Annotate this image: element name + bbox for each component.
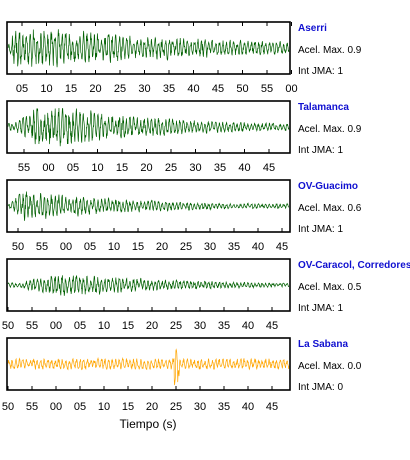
x-tick-label: 55 <box>26 320 38 332</box>
x-tick-label: 10 <box>108 241 120 253</box>
x-tick-label: 20 <box>146 401 158 413</box>
accel-label: Acel. Max. 0.0 <box>298 361 362 372</box>
x-tick-label: 20 <box>156 241 168 253</box>
x-tick-label: 55 <box>261 83 273 95</box>
x-tick-label: 30 <box>204 241 216 253</box>
x-tick-label: 00 <box>50 401 62 413</box>
x-tick-label: 00 <box>60 241 72 253</box>
x-tick-label: 20 <box>89 83 101 95</box>
x-tick-label: 30 <box>194 401 206 413</box>
jma-label: Int JMA: 0 <box>298 382 343 393</box>
x-tick-label: 45 <box>212 83 224 95</box>
waveform-line <box>7 108 290 147</box>
x-tick-label: 40 <box>242 320 254 332</box>
x-tick-label: 25 <box>170 320 182 332</box>
x-tick-label: 45 <box>263 162 275 174</box>
panel-2: 55 00 05 10 15 20 25 30 35 40 45 Talamanca Acel. Max… <box>6 100 362 174</box>
jma-label: Int JMA: 1 <box>298 303 343 314</box>
x-tick-label: 25 <box>180 241 192 253</box>
x-tick-label: 25 <box>170 401 182 413</box>
x-tick-label: 50 <box>12 241 24 253</box>
panel-1: 05 10 15 20 25 30 35 40 45 50 55 00 Aserri Acel. Max.… <box>6 21 362 95</box>
x-tick-label: 10 <box>91 162 103 174</box>
x-tick-label: 40 <box>252 241 264 253</box>
x-tick-label: 45 <box>266 320 278 332</box>
x-tick-label: 40 <box>187 83 199 95</box>
accel-label: Acel. Max. 0.9 <box>298 124 362 135</box>
x-tick-label: 15 <box>132 241 144 253</box>
panel-4: 50 55 00 05 10 15 20 25 30 35 40 45 OV-Caracol, Corr… <box>2 258 410 332</box>
x-tick-label: 15 <box>122 320 134 332</box>
x-tick-label: 25 <box>114 83 126 95</box>
x-tick-label: 10 <box>40 83 52 95</box>
x-tick-label: 15 <box>122 401 134 413</box>
jma-label: Int JMA: 1 <box>298 66 343 77</box>
x-tick-label: 40 <box>238 162 250 174</box>
station-name: Aserri <box>298 23 327 34</box>
x-tick-label: 00 <box>285 83 297 95</box>
x-tick-label: 50 <box>236 83 248 95</box>
x-tick-label: 55 <box>36 241 48 253</box>
x-tick-label: 15 <box>65 83 77 95</box>
x-tick-label: 35 <box>228 241 240 253</box>
panel-3: 50 55 00 05 10 15 20 25 30 35 40 45 OV-Guacimo Acel. … <box>6 179 362 253</box>
panel-frame <box>6 337 291 391</box>
x-tick-label: 35 <box>218 320 230 332</box>
x-tick-label: 15 <box>116 162 128 174</box>
x-tick-label: 50 <box>2 401 14 413</box>
accel-label: Acel. Max. 0.6 <box>298 203 362 214</box>
x-tick-label: 05 <box>16 83 28 95</box>
x-tick-label: 05 <box>74 320 86 332</box>
x-tick-label: 30 <box>138 83 150 95</box>
x-tick-label: 05 <box>84 241 96 253</box>
x-tick-label: 45 <box>276 241 288 253</box>
waveform-line <box>7 29 290 68</box>
waveform-line <box>7 348 290 386</box>
waveform-line <box>7 275 290 296</box>
x-tick-label: 25 <box>165 162 177 174</box>
x-tick-label: 05 <box>74 401 86 413</box>
x-tick-label: 30 <box>194 320 206 332</box>
panel-frame <box>6 258 291 312</box>
accel-label: Acel. Max. 0.5 <box>298 282 362 293</box>
x-tick-label: 20 <box>146 320 158 332</box>
x-tick-label: 35 <box>218 401 230 413</box>
panel-frame <box>6 100 291 154</box>
panel-5: 50 55 00 05 10 15 20 25 30 35 40 45 La Sabana Acel. M… <box>2 337 362 413</box>
x-tick-label: 35 <box>163 83 175 95</box>
panel-frame <box>6 21 291 75</box>
accel-label: Acel. Max. 0.9 <box>298 45 362 56</box>
x-tick-label: 05 <box>67 162 79 174</box>
x-tick-label: 30 <box>189 162 201 174</box>
x-tick-label: 45 <box>266 401 278 413</box>
station-name: OV-Guacimo <box>298 181 358 192</box>
x-tick-label: 10 <box>98 401 110 413</box>
x-tick-label: 00 <box>42 162 54 174</box>
station-name: La Sabana <box>298 339 348 350</box>
x-tick-label: 00 <box>50 320 62 332</box>
station-name: Talamanca <box>298 102 349 113</box>
station-name: OV-Caracol, Corredores <box>298 260 410 271</box>
x-tick-label: 10 <box>98 320 110 332</box>
x-tick-label: 20 <box>140 162 152 174</box>
x-tick-label: 50 <box>2 320 14 332</box>
x-axis-title: Tiempo (s) <box>120 417 177 431</box>
panel-frame <box>6 179 291 233</box>
x-tick-label: 40 <box>242 401 254 413</box>
x-tick-label: 55 <box>26 401 38 413</box>
x-tick-label: 55 <box>18 162 30 174</box>
waveform-line <box>7 191 290 221</box>
x-tick-label: 35 <box>214 162 226 174</box>
jma-label: Int JMA: 1 <box>298 145 343 156</box>
jma-label: Int JMA: 1 <box>298 224 343 235</box>
